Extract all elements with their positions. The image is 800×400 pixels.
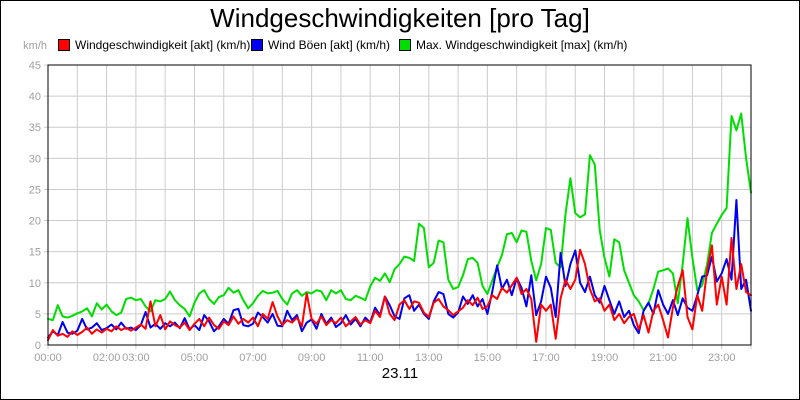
legend-item-wind-actual: Windgeschwindigkeit [akt] (km/h) bbox=[58, 38, 250, 52]
x-tick-label: 07:00 bbox=[239, 352, 267, 364]
legend-label-wind-gusts: Wind Böen [akt] (km/h) bbox=[268, 38, 391, 52]
y-tick-label: 30 bbox=[29, 153, 41, 165]
x-tick-label: 21:00 bbox=[649, 352, 677, 364]
x-tick-label: 13:00 bbox=[415, 352, 443, 364]
y-tick-label: 45 bbox=[29, 60, 41, 72]
x-tick-label: 19:00 bbox=[591, 352, 619, 364]
legend-label-wind-max: Max. Windgeschwindigkeit [max] (km/h) bbox=[416, 38, 628, 52]
y-tick-label: 20 bbox=[29, 216, 41, 228]
x-tick-label: 03:00 bbox=[122, 352, 150, 364]
series-line bbox=[47, 237, 752, 343]
x-tick-label: 23:00 bbox=[708, 352, 736, 364]
green-square-icon bbox=[399, 39, 411, 51]
y-tick-label: 15 bbox=[29, 247, 41, 259]
blue-square-icon bbox=[251, 39, 263, 51]
x-tick-label: 02:00 bbox=[93, 352, 121, 364]
red-square-icon bbox=[58, 39, 70, 51]
x-tick-label: 11:00 bbox=[357, 352, 384, 364]
x-tick-label: 05:00 bbox=[181, 352, 209, 364]
y-tick-label: 5 bbox=[35, 309, 41, 321]
legend-item-wind-max: Max. Windgeschwindigkeit [max] (km/h) bbox=[399, 38, 627, 52]
plot-border bbox=[47, 64, 752, 346]
x-axis-date-label: 23.11 bbox=[381, 365, 419, 382]
series-line bbox=[47, 112, 752, 322]
series-line bbox=[47, 199, 752, 339]
y-tick-label: 10 bbox=[29, 278, 41, 290]
x-tick-label: 15:00 bbox=[474, 352, 502, 364]
x-tick-label: 09:00 bbox=[298, 352, 326, 364]
y-tick-label: 0 bbox=[35, 340, 41, 352]
x-tick-label: 00:00 bbox=[34, 352, 62, 364]
y-axis-unit-label: km/h bbox=[23, 40, 47, 52]
x-tick-label: 17:00 bbox=[532, 352, 560, 364]
y-tick-label: 25 bbox=[29, 184, 41, 196]
y-tick-label: 35 bbox=[29, 122, 41, 134]
legend-item-wind-gusts: Wind Böen [akt] (km/h) bbox=[251, 38, 390, 52]
legend-label-wind-actual: Windgeschwindigkeit [akt] (km/h) bbox=[75, 38, 251, 52]
chart-title: Windgeschwindigkeiten [pro Tag] bbox=[210, 3, 590, 33]
y-tick-label: 40 bbox=[29, 91, 41, 103]
